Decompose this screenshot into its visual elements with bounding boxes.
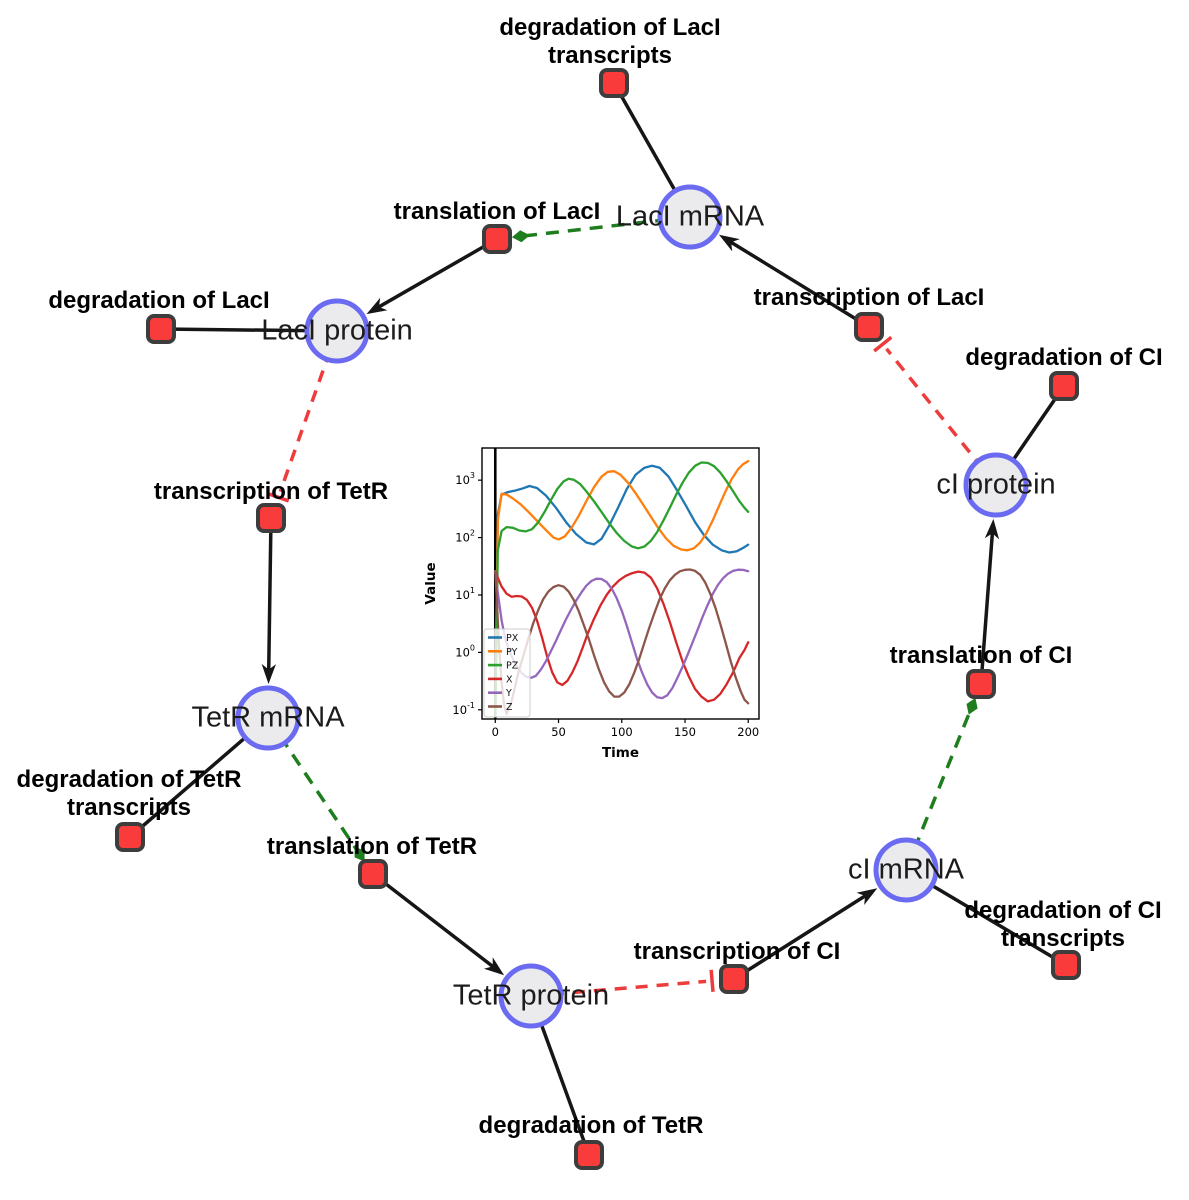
chart-series-PX <box>494 464 750 717</box>
y-tick-label: 102 <box>455 529 475 545</box>
edge-sp_laci_mrna-rx_transl_laci-diamond <box>511 230 530 243</box>
chart-frame <box>481 447 760 720</box>
legend-label-X: X <box>506 674 513 685</box>
edge-rx_transl_tetr-sp_tetr_prot <box>371 872 496 970</box>
edge-rx_txn_ci-sp_ci_mrna <box>733 893 869 981</box>
y-tick-label: 100 <box>455 643 475 659</box>
reaction-node-rx_transl_ci[interactable] <box>966 669 996 699</box>
reaction-node-rx_deg_tetr_tx[interactable] <box>115 822 145 852</box>
timecourse-inset-chart: 0 50 100 150 20010-1100101102103TimeValuePXP… <box>423 447 760 761</box>
reaction-node-rx_deg_laci[interactable] <box>146 314 176 344</box>
edge-rx_transl_laci-sp_laci_prot-arrowhead <box>366 297 388 315</box>
chart-series-PY <box>494 459 750 717</box>
reaction-node-rx_deg_tetr[interactable] <box>574 1140 604 1170</box>
x-tick-label: 100 <box>611 725 633 739</box>
species-node-sp_tetr_prot[interactable] <box>498 963 564 1029</box>
y-tick-label: 10-1 <box>452 701 475 717</box>
edge-rx_transl_ci-sp_ci_prot <box>979 530 995 685</box>
species-node-sp_laci_mrna[interactable] <box>657 184 723 250</box>
edge-sp_tetr_mrna-rx_transl_tetr-diamond <box>354 846 365 862</box>
reaction-node-rx_txn_laci[interactable] <box>854 312 884 342</box>
edge-rx_txn_ci-sp_ci_mrna-arrowhead <box>856 888 878 905</box>
edge-sp_ci_prot-rx_txn_laci-tbar <box>873 335 893 353</box>
reaction-node-rx_transl_laci[interactable] <box>482 224 512 254</box>
legend-label-PX: PX <box>506 633 519 644</box>
edge-sp_laci_prot-rx_txn_tetr-tbar <box>267 491 290 503</box>
legend-label-Y: Y <box>505 688 512 699</box>
reaction-node-rx_transl_tetr[interactable] <box>358 859 388 889</box>
x-axis-label: Time <box>602 745 639 761</box>
chart-legend: PX PY PZ XYZ <box>483 628 531 718</box>
reaction-node-rx_deg_ci[interactable] <box>1049 371 1079 401</box>
x-tick-label: 0 <box>492 725 499 739</box>
reaction-node-rx_deg_ci_tx[interactable] <box>1051 950 1081 980</box>
edge-rx_txn_laci-sp_laci_mrna-arrowhead <box>719 234 740 252</box>
x-tick-label: 50 <box>551 725 566 739</box>
chart-series-PZ <box>494 461 750 717</box>
chart-series-X <box>494 570 750 703</box>
y-tick-label: 101 <box>455 586 475 602</box>
edge-sp_ci_mrna-rx_transl_ci-diamond <box>966 697 978 715</box>
legend-label-Z: Z <box>506 702 513 713</box>
nodes-layer <box>115 68 1081 1170</box>
edge-rx_txn_tetr-sp_tetr_mrna <box>266 517 273 673</box>
species-node-sp_ci_prot[interactable] <box>963 452 1029 518</box>
edge-rx_txn_laci-sp_laci_mrna <box>728 239 870 329</box>
reaction-node-rx_txn_ci[interactable] <box>719 964 749 994</box>
edge-sp_tetr_prot-rx_txn_ci-tbar <box>709 969 715 992</box>
reaction-node-rx_txn_tetr[interactable] <box>256 503 286 533</box>
edge-rx_transl_tetr-sp_tetr_prot-arrowhead <box>483 957 505 976</box>
species-node-sp_tetr_mrna[interactable] <box>235 685 301 751</box>
edge-rx_txn_tetr-sp_tetr_mrna-arrowhead <box>261 663 276 684</box>
species-node-sp_ci_mrna[interactable] <box>873 837 939 903</box>
edge-rx_transl_ci-sp_ci_prot-arrowhead <box>984 518 1000 540</box>
chart-series-Y <box>494 568 750 700</box>
x-tick-label: 150 <box>674 725 696 739</box>
y-tick-label: 103 <box>455 471 475 487</box>
edge-rx_transl_laci-sp_laci_prot <box>376 237 498 310</box>
legend-label-PY: PY <box>506 647 518 658</box>
y-axis-label: Value <box>423 562 439 604</box>
legend-label-PZ: PZ <box>506 661 519 672</box>
x-tick-label: 200 <box>737 725 759 739</box>
reaction-node-rx_deg_laci_tx[interactable] <box>599 68 629 98</box>
species-node-sp_laci_prot[interactable] <box>304 298 370 364</box>
